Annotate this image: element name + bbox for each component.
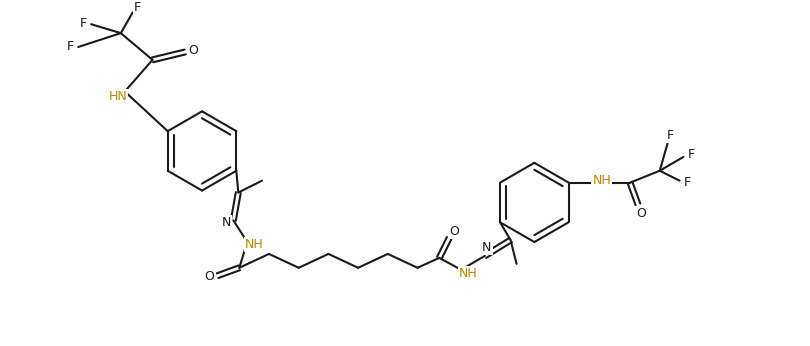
Text: N: N xyxy=(482,242,492,254)
Text: NH: NH xyxy=(245,237,263,251)
Text: F: F xyxy=(66,40,74,54)
Text: O: O xyxy=(205,270,215,283)
Text: F: F xyxy=(79,17,87,30)
Text: NH: NH xyxy=(458,267,477,280)
Text: F: F xyxy=(684,176,691,189)
Text: O: O xyxy=(636,207,646,220)
Text: H: H xyxy=(597,174,606,187)
Text: HN: HN xyxy=(109,90,127,103)
Text: F: F xyxy=(688,148,695,161)
Text: O: O xyxy=(450,225,459,238)
Text: F: F xyxy=(667,129,674,142)
Text: N: N xyxy=(222,216,231,229)
Text: O: O xyxy=(188,44,198,57)
Text: NH: NH xyxy=(592,174,612,187)
Text: F: F xyxy=(134,1,141,14)
